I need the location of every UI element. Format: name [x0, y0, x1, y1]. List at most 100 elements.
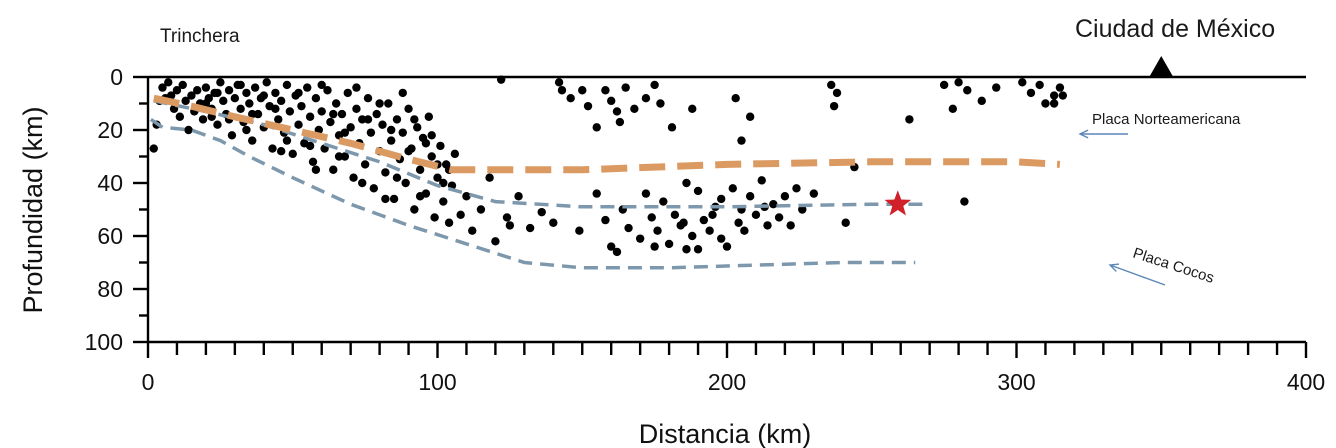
earthquake-point [329, 165, 338, 174]
earthquake-point [705, 226, 714, 235]
earthquake-point [386, 136, 396, 145]
y-tick-label: 20 [97, 117, 123, 143]
earthquake-point [476, 205, 486, 214]
earthquake-point [612, 247, 622, 257]
earthquake-point [268, 144, 277, 153]
earthquake-point [554, 78, 564, 87]
earthquake-point [601, 215, 610, 225]
earthquake-point [184, 125, 193, 135]
earthquake-point [378, 120, 387, 129]
earthquake-point [259, 91, 268, 100]
earthquake-point [172, 86, 182, 95]
north-american-plate-label: Placa Norteamericana [1092, 111, 1241, 128]
earthquake-point [366, 128, 376, 137]
earthquake-point [650, 242, 659, 251]
earthquake-point [198, 115, 208, 124]
earthquake-point [607, 242, 616, 251]
earthquake-point [178, 80, 187, 90]
axes-layer: 0 100 200 300 400 0 20 40 60 80 100 [85, 64, 1326, 395]
earthquake-point [612, 107, 622, 116]
earthquake-point [740, 226, 749, 235]
earthquake-point [352, 83, 361, 92]
earthquake-point [1041, 99, 1050, 108]
earthquake-point [375, 99, 384, 108]
earthquake-point [427, 152, 436, 161]
earthquake-point [939, 80, 949, 90]
earthquake-point [372, 109, 381, 119]
earthquake-point [430, 213, 439, 222]
earthquake-point [227, 131, 237, 140]
x-tick-label: 100 [418, 369, 456, 395]
earthquake-point [1049, 99, 1059, 108]
earthquake-point [557, 86, 567, 95]
earthquake-point [792, 184, 801, 193]
earthquake-point [667, 123, 677, 132]
earthquake-point [763, 221, 772, 230]
earthquake-point [398, 88, 407, 98]
city-triangle-marker [1149, 56, 1174, 77]
earthquake-point [242, 125, 251, 135]
earthquake-point [734, 218, 743, 227]
earthquake-point [827, 80, 836, 90]
slab-bottom-line [149, 117, 916, 270]
y-tick-label: 40 [97, 170, 123, 196]
earthquake-point [615, 117, 625, 127]
earthquake-point [404, 104, 413, 114]
earthquake-point [737, 136, 746, 145]
earthquake-point [832, 88, 842, 98]
earthquake-point [514, 192, 523, 201]
earthquake-point [439, 178, 448, 188]
city-label: Ciudad de México [1075, 15, 1275, 43]
y-tick-label: 100 [85, 329, 123, 355]
earthquake-point [436, 141, 445, 151]
earthquake-point [688, 104, 697, 114]
earthquake-point [1049, 91, 1059, 100]
earthquake-point [954, 78, 963, 87]
earthquake-point [331, 99, 341, 108]
earthquake-point [410, 205, 419, 214]
x-axis-title: Distancia (km) [639, 419, 812, 448]
earthquake-point [317, 107, 326, 116]
earthquake-point [326, 117, 335, 127]
earthquake-point [389, 194, 399, 204]
earthquake-point [297, 101, 306, 111]
earthquake-point [578, 86, 587, 95]
earthquake-point [745, 192, 755, 201]
earthquake-point [294, 120, 303, 129]
earthquake-point [1058, 91, 1068, 100]
earthquake-point [635, 234, 645, 243]
earthquake-point [193, 86, 202, 95]
continental-plate-line [153, 94, 1061, 174]
x-tick-label: 300 [997, 369, 1035, 395]
x-tick-label: 0 [142, 369, 155, 395]
earthquake-point [688, 231, 697, 241]
earthquake-point [164, 78, 173, 87]
earthquake-point [216, 78, 225, 87]
earthquake-point [679, 218, 688, 227]
earthquake-point [960, 197, 969, 206]
earthquake-point [166, 91, 176, 100]
earthquake-point [592, 189, 601, 198]
earthquake-point [549, 218, 558, 227]
earthquake-point [381, 194, 390, 204]
earthquake-point [630, 104, 639, 114]
earthquake-point [427, 131, 436, 140]
earthquake-point [624, 223, 633, 233]
earthquake-point [392, 115, 402, 124]
earthquake-point [780, 192, 790, 201]
cocos-plate-label: Placa Cocos [1131, 245, 1216, 287]
earthquake-point [334, 152, 344, 161]
earthquake-point [444, 218, 454, 227]
earthquake-point [201, 83, 211, 92]
earthquake-point [305, 112, 315, 121]
earthquake-point [641, 94, 651, 103]
earthquake-point [601, 86, 610, 95]
earthquake-point [575, 226, 584, 235]
earthquake-point [294, 88, 303, 98]
earthquake-point [175, 112, 185, 121]
star-marker [884, 190, 912, 216]
earthquake-point [276, 147, 286, 156]
earthquake-point [433, 173, 442, 182]
earthquake-point [236, 80, 245, 90]
